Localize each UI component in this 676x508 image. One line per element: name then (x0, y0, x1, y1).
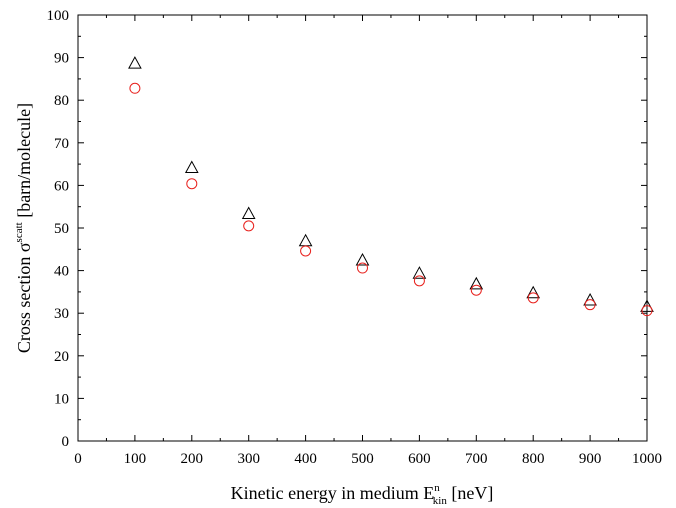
x-tick-label: 1000 (632, 451, 662, 467)
y-tick-label: 80 (54, 93, 69, 109)
circle-marker (186, 178, 198, 190)
y-tick-label: 70 (54, 136, 69, 152)
y-tick-label: 20 (54, 349, 69, 365)
triangle-marker (640, 299, 654, 312)
triangle-marker (412, 266, 427, 279)
circle-marker (129, 82, 141, 94)
plot-frame (77, 14, 648, 442)
x-tick-label: 400 (294, 451, 317, 467)
triangle-marker (526, 285, 541, 299)
triangle-marker (298, 233, 313, 247)
x-axis-title: Kinetic energy in medium En kin [neV] (231, 482, 494, 507)
circle-marker (413, 275, 425, 287)
y-tick-label: 10 (54, 391, 69, 407)
triangle-marker (128, 56, 142, 69)
circle-marker (300, 245, 312, 257)
x-tick-label: 0 (74, 451, 82, 467)
x-tick-label: 800 (522, 451, 545, 467)
y-axis-title: Cross section σscatt [barn/molecule] (13, 103, 34, 353)
x-tick-label: 200 (181, 451, 204, 467)
circle-marker (357, 262, 368, 274)
triangle-marker (355, 252, 370, 266)
circle-marker (470, 284, 482, 296)
triangle-marker (241, 206, 256, 220)
data-markers (128, 56, 654, 317)
circle-marker (641, 305, 653, 317)
circle-marker (243, 220, 255, 232)
axis-ticks (77, 14, 648, 442)
circle-marker (584, 299, 596, 311)
y-tick-label: 30 (54, 306, 69, 322)
x-tick-label: 500 (351, 451, 374, 467)
tick-labels: 0 100 200 300 400 500 600 700 800 900 1000 0 10 20 30 4… (47, 8, 663, 467)
x-tick-label: 100 (124, 451, 147, 467)
x-tick-label: 700 (465, 451, 488, 467)
y-tick-label: 60 (54, 178, 69, 194)
x-tick-label: 600 (408, 451, 431, 467)
triangle-marker (469, 276, 484, 290)
triangle-marker (583, 292, 597, 306)
y-tick-label: 100 (47, 8, 70, 24)
circle-marker (527, 292, 539, 304)
triangle-marker (184, 160, 199, 174)
x-tick-label: 900 (579, 451, 602, 467)
x-tick-label: 300 (237, 451, 260, 467)
y-tick-label: 0 (62, 434, 70, 450)
y-tick-label: 90 (54, 51, 69, 67)
y-tick-label: 40 (54, 264, 69, 280)
y-tick-label: 50 (54, 221, 69, 237)
